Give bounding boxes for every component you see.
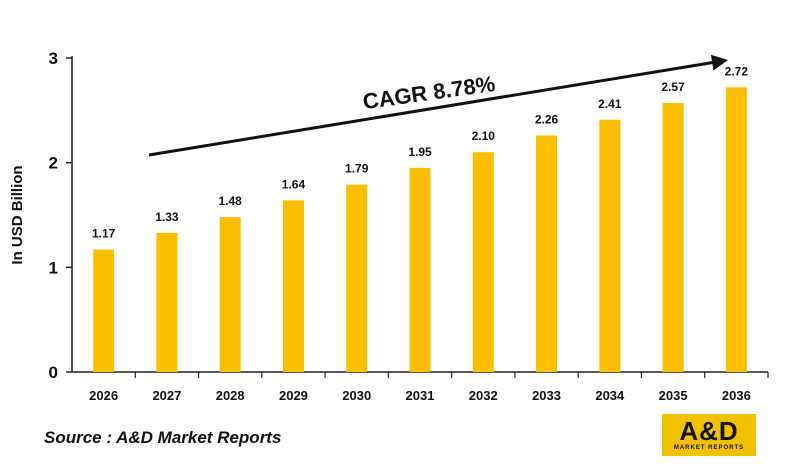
bars — [93, 87, 747, 373]
cagr-arrow-line — [148, 59, 723, 157]
bar — [725, 87, 747, 372]
x-tick-label: 2035 — [659, 388, 688, 403]
bar — [219, 217, 241, 372]
bar — [472, 152, 494, 372]
logo-subtext: MARKET REPORTS — [673, 445, 745, 451]
x-tick-label: 2033 — [532, 388, 561, 403]
value-labels: 1.17 1.33 1.48 1.64 1.79 1.95 2.10 2.26 2.41 2.57… — [92, 64, 748, 240]
cagr-annotation: CAGR 8.78% — [148, 54, 728, 157]
x-tick-label: 2027 — [152, 388, 181, 403]
data-label: 1.64 — [282, 177, 306, 191]
x-tick-label: 2030 — [342, 388, 371, 403]
x-axis: 2026 2027 2028 2029 2030 2031 2032 2033 2034 2035… — [72, 371, 769, 403]
x-tick-label: 2028 — [216, 388, 245, 403]
data-label: 2.72 — [725, 64, 749, 78]
data-label: 2.57 — [661, 80, 685, 94]
y-axis: 0 1 2 3 In USD Billion — [9, 49, 73, 382]
data-label: 1.17 — [92, 227, 116, 241]
bar — [409, 167, 431, 372]
bar — [282, 200, 304, 372]
bar — [536, 135, 558, 372]
bar — [346, 184, 368, 372]
bar — [662, 103, 684, 373]
data-label: 2.41 — [598, 97, 622, 111]
brand-logo: A&D MARKET REPORTS — [662, 414, 756, 456]
source-note: Source : A&D Market Reports — [44, 428, 282, 447]
x-tick-label: 2026 — [89, 388, 118, 403]
bar — [93, 249, 115, 372]
x-tick-label: 2032 — [469, 388, 498, 403]
x-tick-label: 2034 — [595, 388, 625, 403]
data-label: 2.26 — [535, 112, 559, 126]
y-tick-label: 2 — [49, 154, 58, 173]
data-label: 1.33 — [155, 210, 179, 224]
data-label: 1.95 — [408, 145, 432, 159]
data-label: 1.48 — [219, 194, 243, 208]
data-label: 2.10 — [472, 129, 496, 143]
x-tick-label: 2036 — [722, 388, 751, 403]
y-axis-title: In USD Billion — [9, 165, 26, 264]
x-tick-label: 2029 — [279, 388, 308, 403]
bar — [599, 119, 621, 373]
bar — [156, 232, 178, 372]
y-tick-label: 1 — [49, 258, 58, 277]
y-tick-label: 3 — [49, 49, 58, 68]
logo-text: A&D — [679, 416, 739, 446]
cagr-arrow-head — [710, 54, 728, 71]
x-tick-label: 2031 — [406, 388, 435, 403]
y-tick-label: 0 — [49, 363, 58, 382]
data-label: 1.79 — [345, 162, 369, 176]
